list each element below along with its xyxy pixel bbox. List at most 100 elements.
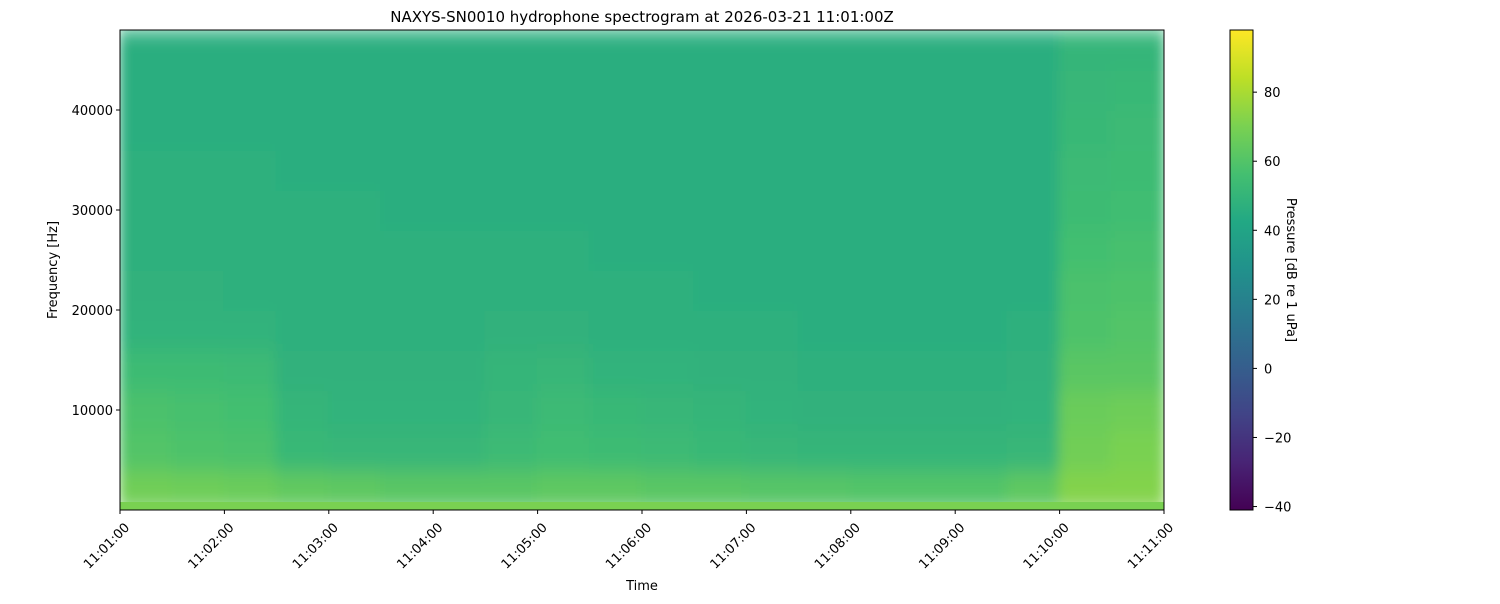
- heatmap-cell: [223, 429, 278, 471]
- heatmap-cell: [1006, 109, 1061, 151]
- heatmap-cell: [327, 30, 382, 71]
- heatmap-cell: [693, 189, 748, 231]
- x-tick-label: 11:01:00: [81, 520, 133, 572]
- heatmap-cell: [432, 30, 487, 71]
- x-tick-label: 11:11:00: [1125, 520, 1177, 572]
- heatmap-cell: [380, 309, 435, 351]
- heatmap-cell: [536, 269, 591, 311]
- heatmap-cell: [693, 349, 748, 391]
- heatmap-cell: [849, 349, 904, 391]
- heatmap-cell: [1006, 389, 1061, 431]
- colorbar: [1229, 29, 1254, 511]
- heatmap-cell: [171, 189, 226, 231]
- heatmap-cell: [797, 349, 852, 391]
- heatmap-cell: [1006, 349, 1061, 391]
- heatmap-cell: [380, 229, 435, 271]
- heatmap-cell: [641, 149, 696, 191]
- heatmap-cell: [484, 149, 539, 191]
- heatmap-cell: [849, 309, 904, 351]
- heatmap-cell: [432, 229, 487, 271]
- heatmap-cell: [1110, 389, 1164, 431]
- heatmap-cell: [1006, 269, 1061, 311]
- heatmap-cell: [1110, 149, 1164, 191]
- heatmap-cell: [588, 349, 643, 391]
- heatmap-cell: [171, 269, 226, 311]
- heatmap-cell: [171, 109, 226, 151]
- heatmap-cell: [849, 229, 904, 271]
- heatmap-cell: [327, 429, 382, 471]
- heatmap-cell: [484, 429, 539, 471]
- heatmap-cell: [1058, 269, 1113, 311]
- heatmap-cell: [380, 149, 435, 191]
- heatmap-cell: [954, 309, 1009, 351]
- x-tick-label: 11:04:00: [394, 520, 446, 572]
- heatmap-cell: [275, 189, 330, 231]
- heatmap-cell: [275, 269, 330, 311]
- heatmap-cell: [120, 229, 174, 271]
- heatmap-cell: [1058, 149, 1113, 191]
- y-tick-label: 30000: [72, 204, 113, 219]
- heatmap-cell: [954, 189, 1009, 231]
- heatmap-cell: [693, 69, 748, 111]
- heatmap-cell: [327, 189, 382, 231]
- heatmap-cell: [588, 229, 643, 271]
- heatmap-cell: [432, 349, 487, 391]
- heatmap-cell: [902, 349, 957, 391]
- heatmap-cell: [1006, 229, 1061, 271]
- heatmap-cell: [641, 269, 696, 311]
- heatmap-cell: [588, 389, 643, 431]
- heatmap-cell: [849, 30, 904, 71]
- heatmap-cell: [223, 389, 278, 431]
- heatmap-cell: [536, 429, 591, 471]
- heatmap-cell: [849, 69, 904, 111]
- heatmap-cell: [693, 309, 748, 351]
- heatmap-cell: [902, 149, 957, 191]
- heatmap-cell: [1110, 349, 1164, 391]
- y-axis-label: Frequency [Hz]: [46, 221, 61, 319]
- heatmap-cell: [954, 349, 1009, 391]
- heatmap-cell: [327, 109, 382, 151]
- heatmap-cell: [223, 69, 278, 111]
- heatmap-cell: [171, 30, 226, 71]
- heatmap-cell: [120, 349, 174, 391]
- heatmap-cell: [849, 429, 904, 471]
- heatmap-cell: [797, 389, 852, 431]
- heatmap-cell: [1110, 229, 1164, 271]
- heatmap-cell: [745, 309, 800, 351]
- heatmap-cell: [171, 69, 226, 111]
- heatmap-cell: [536, 389, 591, 431]
- heatmap-cell: [432, 109, 487, 151]
- heatmap-cell: [641, 30, 696, 71]
- heatmap-cell: [588, 309, 643, 351]
- heatmap-cell: [1058, 30, 1113, 71]
- heatmap-cell: [223, 149, 278, 191]
- heatmap-cell: [327, 309, 382, 351]
- heatmap-cell: [120, 502, 1164, 510]
- heatmap-cell: [588, 109, 643, 151]
- heatmap-cell: [380, 349, 435, 391]
- heatmap-cell: [693, 229, 748, 271]
- heatmap-cell: [536, 189, 591, 231]
- heatmap-cell: [954, 389, 1009, 431]
- x-tick-label: 11:03:00: [290, 520, 342, 572]
- heatmap-cell: [327, 149, 382, 191]
- heatmap-cell: [797, 69, 852, 111]
- heatmap-cell: [275, 69, 330, 111]
- heatmap-cell: [432, 309, 487, 351]
- heatmap-cell: [536, 229, 591, 271]
- heatmap-cell: [380, 269, 435, 311]
- heatmap-cell: [1110, 269, 1164, 311]
- heatmap-cell: [849, 389, 904, 431]
- heatmap-cell: [1006, 189, 1061, 231]
- colorbar-axis: −40 −20 0 20 40 60 80: [1253, 86, 1291, 516]
- heatmap-cell: [693, 269, 748, 311]
- colorbar-tick-label: 60: [1264, 155, 1281, 170]
- heatmap-cell: [693, 429, 748, 471]
- heatmap-cell: [745, 349, 800, 391]
- y-tick-label: 20000: [72, 304, 113, 319]
- heatmap-cell: [745, 269, 800, 311]
- heatmap-cell: [380, 109, 435, 151]
- heatmap-cell: [1110, 429, 1164, 471]
- heatmap-cell: [120, 309, 174, 351]
- heatmap-cell: [432, 269, 487, 311]
